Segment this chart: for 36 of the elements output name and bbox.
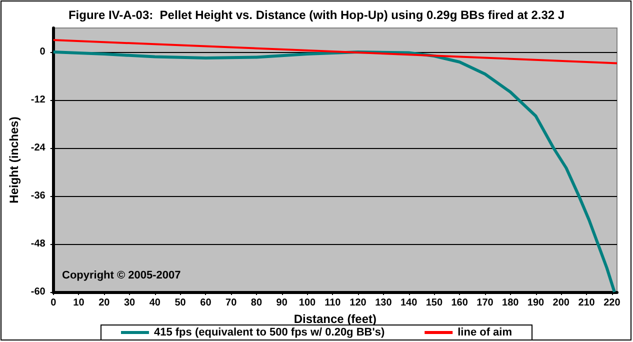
x-tick-label: 140 <box>400 298 418 308</box>
x-tick-label: 190 <box>527 298 545 308</box>
x-tick-label: 170 <box>476 298 494 308</box>
x-tick-label: 80 <box>250 298 262 308</box>
y-tick-label: -12 <box>30 94 46 106</box>
x-tick-label: 90 <box>276 298 288 308</box>
y-tick-label: -24 <box>30 142 46 154</box>
x-axis-title: Distance (feet) <box>294 312 377 326</box>
x-tick-label: 110 <box>324 298 342 308</box>
y-tick-label: -36 <box>30 190 46 202</box>
y-tick-label: -48 <box>30 238 46 250</box>
x-tick-label: 200 <box>552 298 570 308</box>
x-tick-label: 10 <box>73 298 85 308</box>
x-tick-label: 70 <box>226 298 238 308</box>
x-tick-label: 30 <box>124 298 136 308</box>
x-tick-label: 210 <box>578 298 596 308</box>
line-series <box>52 50 616 294</box>
y-tick-label: -60 <box>30 286 46 298</box>
y-tick-label: 0 <box>40 46 46 58</box>
x-tick-label: 150 <box>426 298 443 308</box>
x-tick-label: 130 <box>375 298 392 308</box>
x-tick-label: 120 <box>350 298 367 308</box>
x-tick-label: 60 <box>200 298 212 308</box>
annotation: Copyright © 2005-2007 <box>62 270 181 282</box>
x-tick-label: 0 <box>50 298 57 308</box>
x-tick-label: 220 <box>604 298 621 308</box>
x-tick-label: 160 <box>451 298 468 308</box>
legend-label: 415 fps (equivalent to 500 fps w/ 0.20g BB's) <box>154 326 385 338</box>
x-tick-label: 20 <box>98 298 110 308</box>
y-axis-title: Height (inches) <box>7 116 21 204</box>
x-tick-label: 40 <box>149 298 161 308</box>
chart-title: Figure IV-A-03: Pellet Height vs. Distance (with Hop-Up) using 0.29g BBs fired at 2.32 J <box>68 8 565 22</box>
x-tick-label: 180 <box>502 298 520 308</box>
x-tick-label: 100 <box>298 298 316 308</box>
legend-label: line of aim <box>458 326 512 338</box>
x-tick-label: 50 <box>174 298 186 308</box>
